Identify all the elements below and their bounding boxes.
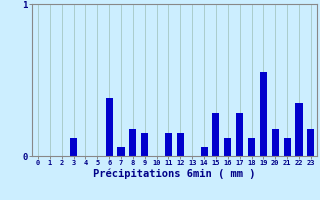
Bar	[272, 129, 279, 156]
Bar	[224, 138, 231, 156]
Bar	[201, 147, 208, 156]
Bar	[260, 72, 267, 156]
Bar	[284, 138, 291, 156]
Bar	[117, 147, 124, 156]
Bar	[295, 103, 303, 156]
Bar	[236, 113, 243, 156]
Bar	[177, 133, 184, 156]
Bar	[248, 138, 255, 156]
Bar	[165, 133, 172, 156]
Bar	[141, 133, 148, 156]
X-axis label: Précipitations 6min ( mm ): Précipitations 6min ( mm )	[93, 169, 256, 179]
Bar	[106, 98, 113, 156]
Bar	[212, 113, 220, 156]
Bar	[70, 138, 77, 156]
Bar	[307, 129, 315, 156]
Bar	[129, 129, 136, 156]
